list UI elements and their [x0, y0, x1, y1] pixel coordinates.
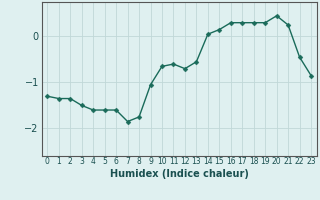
- X-axis label: Humidex (Indice chaleur): Humidex (Indice chaleur): [110, 169, 249, 179]
